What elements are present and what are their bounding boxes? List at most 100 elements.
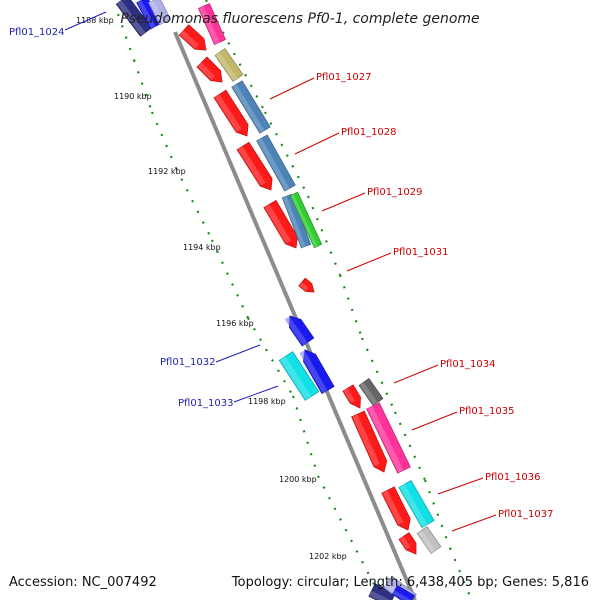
gene-label-pfl01-1035-leader	[411, 411, 458, 431]
gene-1036-red	[381, 486, 411, 531]
gene-label-pfl01-1037: Pfl01_1037	[498, 509, 554, 520]
gene-1026-red-highlight	[179, 30, 199, 49]
gene-lavender-top-highlight	[149, 0, 165, 25]
gene-1029-red-highlight	[237, 146, 266, 186]
gene-1028-red	[213, 89, 249, 137]
tick-label-1198-kbp: 1198 kbp	[248, 397, 286, 406]
gene-label-pfl01-1033: Pfl01_1033	[178, 398, 234, 409]
map-background-layer	[116, 0, 472, 600]
gene-lavender-top	[148, 0, 171, 26]
gene-1034-red	[342, 384, 361, 409]
gene-1028-blue-highlight	[232, 84, 265, 133]
gene-blue-top-highlight	[137, 0, 156, 29]
gene-1034-gray-highlight	[359, 382, 378, 406]
gene-1035-pink-highlight	[367, 406, 404, 473]
gene-navy-bottom-highlight	[369, 590, 391, 600]
gene-1030-blue	[281, 193, 312, 249]
gene-label-pfl01-1031: Pfl01_1031	[393, 247, 449, 258]
tick-label-1194-kbp: 1194 kbp	[183, 243, 221, 252]
outer-dotted-track	[360, 337, 397, 413]
gene-1035-red-highlight	[352, 414, 380, 467]
gene-1026-pink-highlight	[199, 6, 220, 45]
tick-label-1202-kbp: 1202 kbp	[309, 552, 347, 561]
gene-1026-red-body	[178, 24, 207, 51]
gene-label-pfl01-1031-leader	[346, 252, 392, 272]
inner-dotted-track	[116, 13, 136, 61]
tick-label-1192-kbp: 1192 kbp	[148, 167, 186, 176]
gene-1027-olive-highlight	[215, 52, 238, 82]
gene-1027-olive	[214, 48, 244, 82]
gene-navy-top-highlight	[116, 0, 146, 36]
gene-1030-red	[263, 199, 298, 249]
gene-1033-blue-highlight	[299, 350, 328, 394]
gene-label-pfl01-1032: Pfl01_1032	[160, 357, 216, 368]
gene-1036-cyan-highlight	[399, 484, 428, 528]
gene-1037-red-highlight	[399, 536, 411, 550]
gene-label-pfl01-1027: Pfl01_1027	[316, 72, 372, 83]
gene-1033-cyan-highlight	[279, 356, 312, 400]
gene-label-pfl01-1027-leader	[269, 77, 315, 100]
tick-label-1190-kbp: 1190 kbp	[114, 92, 152, 101]
gene-1031-red-highlight	[299, 282, 309, 291]
gene-1032-highlight	[284, 316, 308, 346]
tick-label-1196-kbp: 1196 kbp	[216, 319, 254, 328]
gene-1035-pink	[366, 402, 411, 474]
gene-label-pfl01-1028: Pfl01_1028	[341, 127, 397, 138]
gene-label-pfl01-1029: Pfl01_1029	[367, 187, 423, 198]
gene-1030-blue-highlight	[282, 196, 306, 248]
gene-1037-red	[398, 532, 417, 555]
gene-1037-gray	[416, 526, 442, 554]
gene-1034-gray	[358, 378, 384, 406]
gene-label-pfl01-1024-leader	[64, 11, 107, 31]
gene-1027-red	[196, 56, 223, 83]
gene-1029-blue	[256, 134, 296, 192]
map-title: Pseudomonas fluorescens Pf0-1, complete …	[120, 11, 479, 27]
gene-1036-red-highlight	[382, 490, 404, 525]
gene-1032	[284, 315, 315, 347]
inner-dotted-track	[291, 395, 320, 477]
gene-1037-gray-highlight	[417, 530, 436, 554]
genome-backbone	[173, 31, 417, 600]
gene-1033-blue	[299, 349, 335, 395]
genome-summary-text: Topology: circular; Length: 6,438,405 bp…	[231, 575, 589, 590]
outer-dotted-track	[338, 274, 364, 339]
gene-1030-green	[289, 191, 323, 249]
gene-1031-red-body	[298, 277, 315, 293]
gene-label-pfl01-1036: Pfl01_1036	[485, 472, 541, 483]
gene-1028-red-highlight	[214, 94, 242, 132]
gene-label-pfl01-1034: Pfl01_1034	[440, 359, 496, 370]
gene-1029-blue-highlight	[257, 138, 290, 191]
gene-blue-bottom-highlight	[392, 590, 412, 600]
gene-1034-red-highlight	[343, 388, 355, 404]
gene-1033-cyan	[278, 351, 320, 401]
outer-dotted-track	[393, 411, 427, 481]
tick-label-1188-kbp: 1188 kbp	[76, 16, 114, 25]
gene-1036-cyan	[398, 479, 435, 529]
gene-1028-blue	[231, 80, 271, 134]
gene-1031-red	[298, 277, 315, 293]
tick-label-1200-kbp: 1200 kbp	[279, 475, 317, 484]
gene-1026-pink	[197, 3, 227, 45]
gene-label-pfl01-1037-leader	[451, 514, 497, 532]
gene-label-pfl01-1032-leader	[215, 344, 261, 363]
gene-1029-red	[236, 141, 273, 191]
gene-1027-red-highlight	[197, 62, 216, 81]
gene-features	[115, 0, 442, 600]
gene-1027-red-body	[196, 56, 223, 83]
gene-label-pfl01-1024: Pfl01_1024	[9, 27, 65, 38]
gene-label-pfl01-1029-leader	[321, 192, 366, 212]
gene-label-pfl01-1033-leader	[233, 385, 279, 403]
accession-text: Accession: NC_007492	[9, 575, 157, 590]
gene-1035-red	[351, 410, 388, 473]
gene-blue-bottom	[391, 585, 416, 600]
scale-ticks: 1188 kbp 1190 kbp 1192 kbp 1194 kbp 1196 kbp…	[76, 16, 347, 561]
gene-label-pfl01-1036-leader	[437, 477, 484, 495]
outer-dotted-track	[423, 479, 452, 549]
inner-dotted-track	[132, 59, 154, 113]
gene-1030-green-highlight	[290, 194, 318, 248]
gene-label-pfl01-1034-leader	[393, 364, 439, 384]
gene-label-layer: Pfl01_1024 Pfl01_1027 Pfl01_1028 Pfl01_1029…	[9, 11, 554, 532]
inner-dotted-track	[150, 111, 178, 169]
